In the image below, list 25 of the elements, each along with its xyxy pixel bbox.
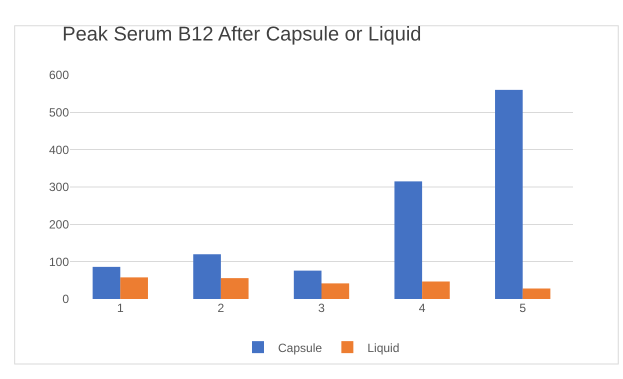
bar [495, 90, 523, 299]
chart-title: Peak Serum B12 After Capsule or Liquid [62, 24, 422, 46]
x-tick-label: 1 [116, 301, 124, 315]
y-tick-label: 500 [48, 106, 70, 120]
bar [92, 266, 120, 299]
bar [394, 181, 422, 299]
y-tick-label: 600 [48, 68, 70, 82]
y-tick-label: 100 [48, 254, 70, 269]
y-tick-label: 300 [48, 180, 70, 194]
bar [522, 288, 550, 299]
y-tick-label: 0 [62, 292, 70, 306]
legend-label: Capsule [278, 340, 322, 355]
legend-label: Liquid [367, 340, 400, 355]
bar [422, 281, 450, 299]
y-tick-label: 400 [48, 142, 70, 157]
x-tick-label: 3 [318, 301, 326, 315]
bar [322, 283, 350, 299]
x-tick-label: 5 [519, 301, 526, 315]
x-tick-label: 4 [418, 301, 426, 315]
y-tick-label: 200 [48, 218, 70, 232]
x-tick-label: 2 [218, 301, 225, 315]
bar [294, 270, 322, 299]
bar [193, 254, 221, 299]
bar [120, 277, 148, 299]
bar [220, 278, 249, 299]
